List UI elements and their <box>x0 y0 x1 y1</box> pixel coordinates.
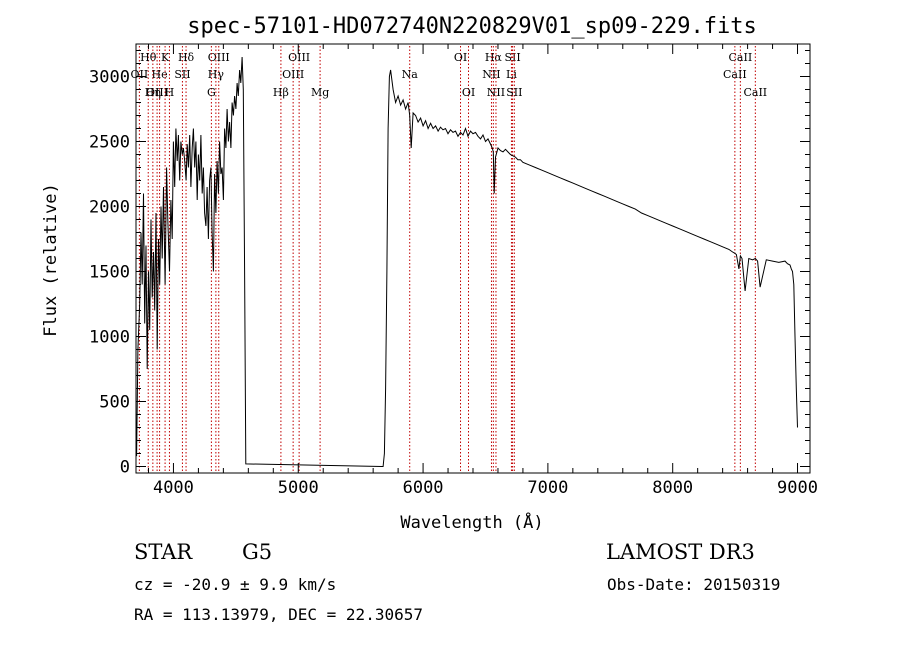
line-marker-label: Hα <box>485 51 503 64</box>
chart-title: spec-57101-HD072740N220829V01_sp09-229.f… <box>187 14 757 39</box>
line-marker-label: OII <box>131 68 149 81</box>
line-marker-label: OI <box>454 51 467 64</box>
line-marker-label: K <box>161 51 170 64</box>
y-tick-label: 0 <box>120 458 130 478</box>
line-marker-label: SII <box>506 86 522 99</box>
x-tick-label: 9000 <box>777 478 818 498</box>
x-axis: 4000 5000 6000 7000 8000 9000 <box>147 44 818 498</box>
line-marker-label: OIII <box>288 51 310 64</box>
y-axis-label: Flux (relative) <box>41 183 61 337</box>
y-tick-label: 1000 <box>89 328 130 348</box>
line-marker-label: Hβ <box>273 86 289 99</box>
line-marker-label: Hθ <box>140 51 157 64</box>
x-tick-label: 4000 <box>153 478 194 498</box>
x-tick-label: 5000 <box>278 478 319 498</box>
y-tick-label: 2500 <box>89 133 130 153</box>
line-marker-label: SII <box>174 68 190 81</box>
y-tick-label: 2000 <box>89 198 130 218</box>
line-marker-label: OI <box>462 86 475 99</box>
line-marker-label: Li <box>506 68 517 81</box>
line-marker-label: CaII <box>729 51 753 64</box>
survey-name: LAMOST DR3 <box>606 540 755 564</box>
coordinates-readout: RA = 113.13979, DEC = 22.30657 <box>134 605 423 624</box>
line-marker-label: He <box>152 68 168 81</box>
y-tick-label: 3000 <box>89 68 130 88</box>
x-axis-label: Wavelength (Å) <box>400 511 543 533</box>
line-marker-label: G <box>207 86 216 99</box>
line-marker-label: OIII <box>146 86 168 99</box>
plot-frame <box>135 43 811 474</box>
line-markers: Hθ OII OIII He K Hη SII H Hδ OIII Hγ G Hβ OIII OIII Mg N… <box>131 46 767 473</box>
line-marker-label: CaII <box>723 68 747 81</box>
line-marker-label: NII <box>482 68 500 81</box>
line-marker-label: Na <box>402 68 419 81</box>
line-marker-label: Hη <box>145 86 161 99</box>
line-marker-label: Hδ <box>178 51 195 64</box>
object-class: STAR <box>134 540 193 564</box>
x-tick-label: 6000 <box>403 478 444 498</box>
y-axis: 0 500 1000 1500 2000 2500 3000 <box>89 50 810 478</box>
observation-date: Obs-Date: 20150319 <box>607 575 780 594</box>
x-tick-label: 8000 <box>652 478 693 498</box>
redshift-readout: cz = -20.9 ± 9.9 km/s <box>134 575 336 594</box>
line-marker-label: OIII <box>282 68 304 81</box>
object-subclass: G5 <box>242 540 272 564</box>
line-marker-label: CaII <box>743 86 767 99</box>
line-marker-label: NII <box>487 86 505 99</box>
line-marker-label: H <box>165 86 175 99</box>
line-marker-label: OIII <box>208 51 230 64</box>
line-marker-label: Mg <box>311 86 329 99</box>
x-tick-label: 7000 <box>527 478 568 498</box>
line-marker-label: Hγ <box>208 68 225 81</box>
y-tick-label: 1500 <box>89 263 130 283</box>
y-tick-label: 500 <box>99 393 130 413</box>
spectrum-series <box>136 56 798 468</box>
line-marker-label: SII <box>504 51 520 64</box>
spectrum-line <box>136 56 798 468</box>
